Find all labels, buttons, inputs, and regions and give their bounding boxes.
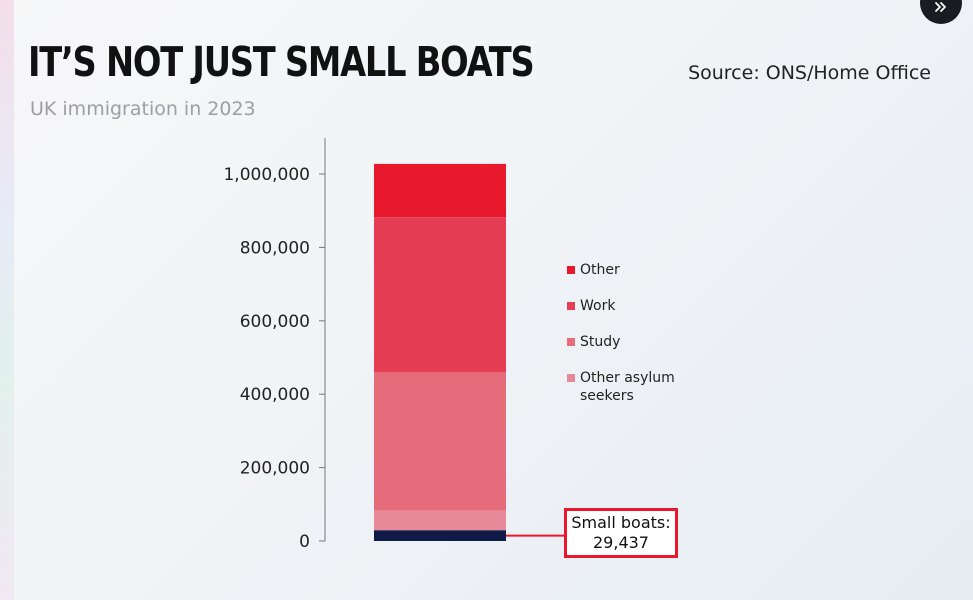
callout-value: 29,437 (593, 533, 649, 552)
y-tick-label: 200,000 (240, 459, 310, 479)
legend-label: Study (580, 334, 621, 350)
legend-swatch (567, 374, 575, 382)
source-note: Source: ONS/Home Office (688, 62, 931, 84)
stacked-bar (374, 163, 506, 541)
edge-decoration (0, 0, 14, 600)
bar-segment-other (374, 163, 506, 218)
page-title: IT’S NOT JUST SMALL BOATS (28, 38, 535, 86)
bar-segment-study (374, 372, 506, 511)
y-tick-label: 400,000 (240, 385, 310, 405)
legend-label: Other (580, 262, 620, 278)
page-subtitle: UK immigration in 2023 (30, 98, 256, 120)
y-tick-label: 1,000,000 (223, 165, 310, 185)
bar-segment-work (374, 217, 506, 373)
callout-label: Small boats: (571, 513, 671, 532)
y-axis: 0 200,000 400,000 600,000 800,000 1,000,000 (223, 138, 326, 552)
legend-swatch (567, 266, 575, 274)
legend-label: Work (580, 298, 616, 314)
y-tick-label: 600,000 (240, 312, 310, 332)
double-chevron-right-icon (935, 2, 946, 12)
legend-swatch (567, 338, 575, 346)
chart-legend: Other Work Study Other asylum seekers (567, 261, 737, 423)
y-tick-label: 800,000 (240, 238, 310, 258)
legend-item: Other asylum seekers (567, 369, 737, 405)
legend-swatch (567, 302, 575, 310)
legend-item: Study (567, 333, 737, 351)
legend-item: Other (567, 261, 737, 279)
small-boats-callout: Small boats: 29,437 (564, 508, 678, 558)
bar-segment-other-asylum-seekers (374, 510, 506, 531)
y-tick-label: 0 (299, 532, 310, 552)
next-slide-button[interactable] (920, 0, 962, 24)
legend-item: Work (567, 297, 737, 315)
legend-label: Other asylum seekers (580, 370, 675, 404)
bar-segment-small-boats (374, 530, 506, 541)
